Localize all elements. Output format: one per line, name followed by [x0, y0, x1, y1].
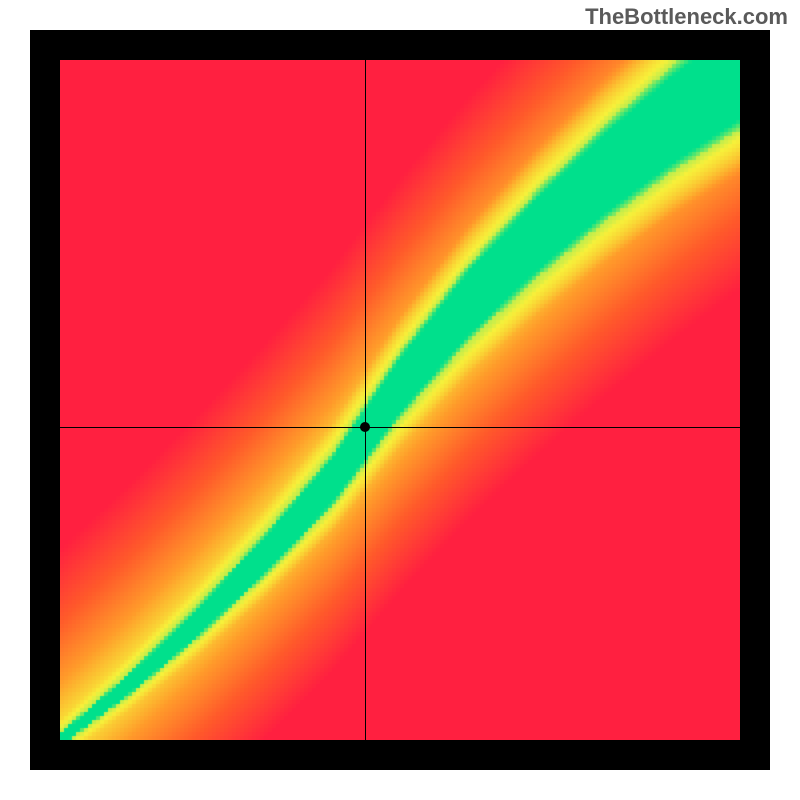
data-point-marker [360, 422, 370, 432]
crosshair-horizontal [60, 427, 740, 428]
plot-area [60, 60, 740, 740]
attribution-text: TheBottleneck.com [585, 4, 788, 30]
plot-frame [30, 30, 770, 770]
crosshair-vertical [365, 60, 366, 740]
heatmap-canvas [60, 60, 740, 740]
chart-container: TheBottleneck.com [0, 0, 800, 800]
